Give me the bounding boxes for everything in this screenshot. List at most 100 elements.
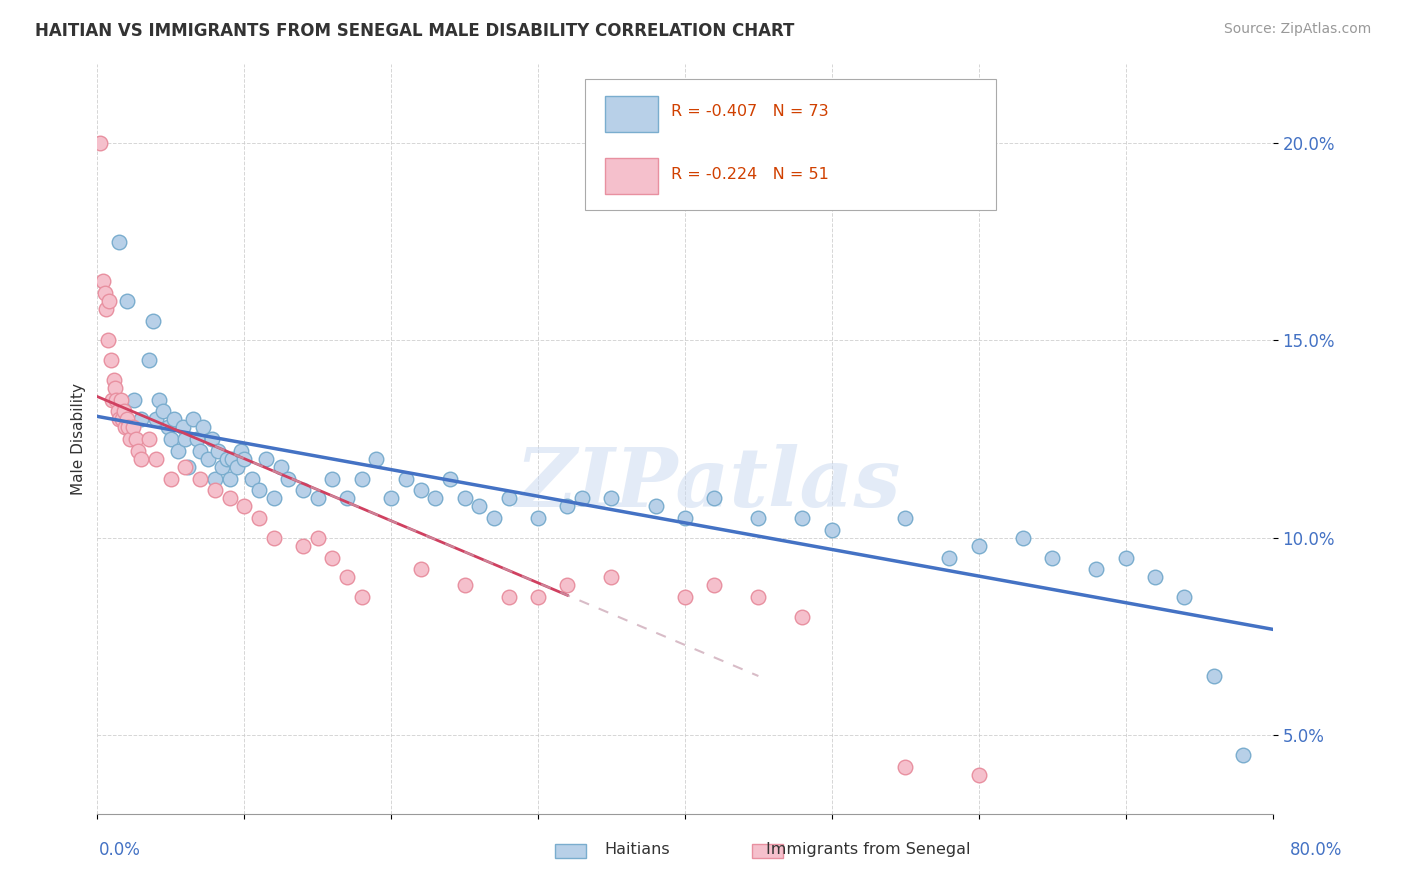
Point xyxy=(104,381,127,395)
Point xyxy=(121,420,143,434)
Bar xyxy=(605,158,658,194)
Text: 0.0%: 0.0% xyxy=(98,841,141,859)
Point xyxy=(644,500,666,514)
Point xyxy=(321,472,343,486)
Point xyxy=(277,472,299,486)
Point xyxy=(409,483,432,498)
Point xyxy=(307,491,329,506)
Point xyxy=(108,235,131,249)
Point xyxy=(114,420,136,434)
Text: Source: ZipAtlas.com: Source: ZipAtlas.com xyxy=(1223,22,1371,37)
Point xyxy=(600,491,623,506)
Point xyxy=(201,432,224,446)
Text: R = -0.224   N = 51: R = -0.224 N = 51 xyxy=(671,167,828,182)
Text: HAITIAN VS IMMIGRANTS FROM SENEGAL MALE DISABILITY CORRELATION CHART: HAITIAN VS IMMIGRANTS FROM SENEGAL MALE … xyxy=(35,22,794,40)
Point xyxy=(350,590,373,604)
Point xyxy=(482,511,505,525)
Point xyxy=(254,451,277,466)
Point xyxy=(101,392,124,407)
Point xyxy=(307,531,329,545)
Point xyxy=(1040,550,1063,565)
Point xyxy=(938,550,960,565)
Point xyxy=(207,444,229,458)
Point xyxy=(600,570,623,584)
Point xyxy=(336,491,359,506)
Point xyxy=(792,609,814,624)
Point xyxy=(894,760,917,774)
Point xyxy=(231,444,253,458)
Point xyxy=(270,459,292,474)
Point xyxy=(122,392,145,407)
Point xyxy=(247,483,270,498)
Point xyxy=(156,420,179,434)
Point xyxy=(240,472,263,486)
Text: Immigrants from Senegal: Immigrants from Senegal xyxy=(766,842,970,856)
Point xyxy=(792,511,814,525)
Point xyxy=(159,472,181,486)
Point xyxy=(118,432,141,446)
Point xyxy=(673,590,696,604)
Point xyxy=(215,451,238,466)
Bar xyxy=(752,844,783,858)
Point xyxy=(967,539,990,553)
Point xyxy=(159,432,181,446)
Point xyxy=(498,590,520,604)
FancyBboxPatch shape xyxy=(585,79,997,211)
Point xyxy=(703,491,725,506)
Point xyxy=(350,472,373,486)
Point xyxy=(425,491,447,506)
Point xyxy=(218,491,240,506)
Point xyxy=(233,500,256,514)
Point xyxy=(233,451,256,466)
Point xyxy=(152,404,174,418)
Point xyxy=(89,136,111,150)
Point xyxy=(673,511,696,525)
Point xyxy=(145,451,167,466)
Point xyxy=(1173,590,1195,604)
Point xyxy=(204,483,226,498)
Point xyxy=(1011,531,1033,545)
Point xyxy=(321,550,343,565)
Point xyxy=(138,432,160,446)
Point xyxy=(167,444,190,458)
Point xyxy=(967,767,990,781)
Text: Haitians: Haitians xyxy=(605,842,671,856)
Point xyxy=(96,301,118,316)
Point xyxy=(366,451,388,466)
Point xyxy=(1115,550,1137,565)
Point xyxy=(186,432,208,446)
Text: R = -0.407   N = 73: R = -0.407 N = 73 xyxy=(671,103,828,119)
Point xyxy=(117,420,139,434)
Point xyxy=(108,412,131,426)
Point xyxy=(105,392,128,407)
Point xyxy=(263,491,285,506)
Point xyxy=(112,404,135,418)
Point xyxy=(181,412,204,426)
Point xyxy=(468,500,491,514)
Point xyxy=(191,420,214,434)
Y-axis label: Male Disability: Male Disability xyxy=(72,383,86,495)
Point xyxy=(131,451,153,466)
Bar xyxy=(555,844,586,858)
Text: 80.0%: 80.0% xyxy=(1291,841,1343,859)
Point xyxy=(221,451,243,466)
Point xyxy=(263,531,285,545)
Point xyxy=(197,451,219,466)
Point xyxy=(127,444,149,458)
Point xyxy=(124,432,146,446)
Point xyxy=(1143,570,1166,584)
Point xyxy=(103,373,125,387)
Point xyxy=(498,491,520,506)
Point xyxy=(97,334,120,348)
Point xyxy=(188,444,211,458)
Point xyxy=(894,511,917,525)
Point xyxy=(703,578,725,592)
Point xyxy=(527,590,550,604)
Point xyxy=(142,313,165,327)
Point xyxy=(439,472,461,486)
Point xyxy=(380,491,402,506)
Point xyxy=(571,491,593,506)
Point xyxy=(247,511,270,525)
Bar xyxy=(605,95,658,131)
Point xyxy=(409,562,432,576)
